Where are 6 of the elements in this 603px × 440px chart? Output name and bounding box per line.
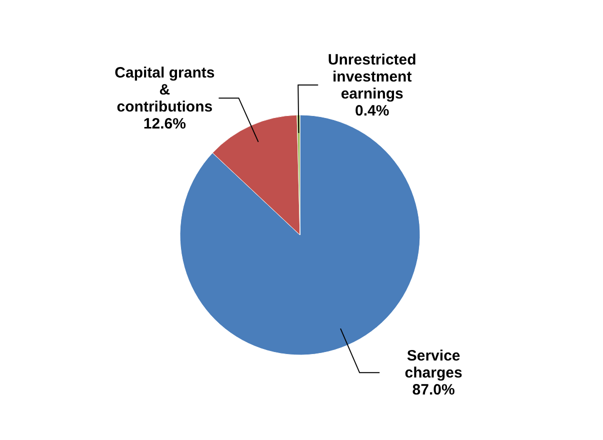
slice-label: Capital grants & contributions: [114, 64, 215, 116]
slice-label: Unrestricted investment earnings: [328, 52, 416, 103]
data-label: 0.4%: [355, 102, 390, 120]
data-label: 87.0%: [412, 382, 455, 399]
slice-label: Service charges: [404, 348, 462, 382]
data-label: 12.6%: [143, 116, 186, 133]
